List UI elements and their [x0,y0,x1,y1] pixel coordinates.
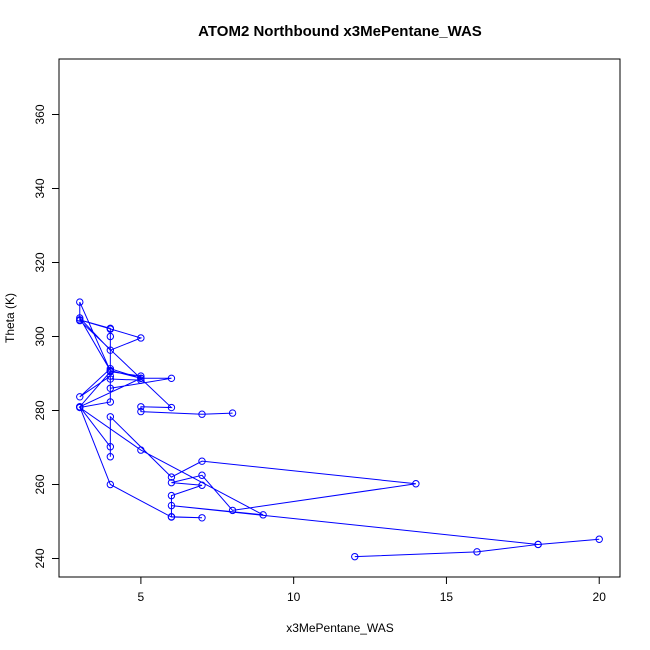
series-group [76,298,603,561]
series-line-1 [78,301,600,558]
data-point-1 [351,552,359,561]
data-point-11 [106,372,115,380]
data-point-24 [167,478,176,487]
data-point-26 [167,491,176,500]
data-point-4 [595,535,603,543]
data-point-30 [106,480,115,489]
x-tick-label: 20 [593,590,607,604]
y-tick-label: 260 [33,474,47,494]
data-point-41 [106,346,115,354]
y-tick-label: 360 [33,104,47,124]
data-point-46 [106,325,115,333]
data-point-28 [198,514,206,522]
data-point-7 [259,511,267,519]
data-point-51 [137,403,145,411]
data-point-36 [106,384,115,392]
y-tick-label: 300 [33,326,47,346]
y-tick-label: 240 [33,548,47,568]
data-point-12 [76,393,84,401]
data-point-29 [167,513,176,521]
data-point-19 [167,473,176,481]
data-point-38 [137,374,145,383]
data-point-23 [198,471,206,479]
data-point-45 [106,332,115,341]
data-point-25 [198,481,206,489]
data-point-42 [137,334,145,342]
x-tick-label: 10 [287,590,301,604]
data-point-54 [228,409,237,417]
data-point-35 [106,375,115,383]
x-axis-label: x3MePentane_WAS [286,621,394,635]
data-point-22 [228,506,237,515]
data-point-6 [167,501,176,510]
data-point-16 [106,443,115,451]
data-point-8 [137,446,145,454]
y-axis: 240 260 280 300 320 340 360 [33,104,60,569]
data-point-31 [76,403,84,411]
data-point-10 [106,398,115,406]
x-tick-label: 15 [440,590,454,604]
data-point-21 [412,480,420,488]
y-tick-label: 340 [33,178,47,198]
data-point-53 [198,410,206,418]
data-point-37 [167,374,176,383]
data-point-20 [198,457,206,465]
y-tick-label: 280 [33,400,47,420]
x-tick-label: 5 [138,590,145,604]
y-axis-label: Theta (K) [3,293,17,343]
data-point-18 [106,413,115,421]
data-point-48 [76,298,84,306]
data-point-49 [76,316,84,325]
data-point-17 [106,453,115,461]
data-point-33 [137,372,145,380]
data-point-2 [473,548,481,556]
y-tick-label: 320 [33,252,47,272]
data-point-47 [106,367,115,375]
plot-frame [58,58,621,578]
chart-title: ATOM2 Northbound x3MePentane_WAS [198,23,482,40]
x-axis: 5 10 15 20 [138,576,607,604]
data-point-52 [137,407,145,416]
data-point-5 [534,540,542,549]
data-point-50 [167,403,176,412]
